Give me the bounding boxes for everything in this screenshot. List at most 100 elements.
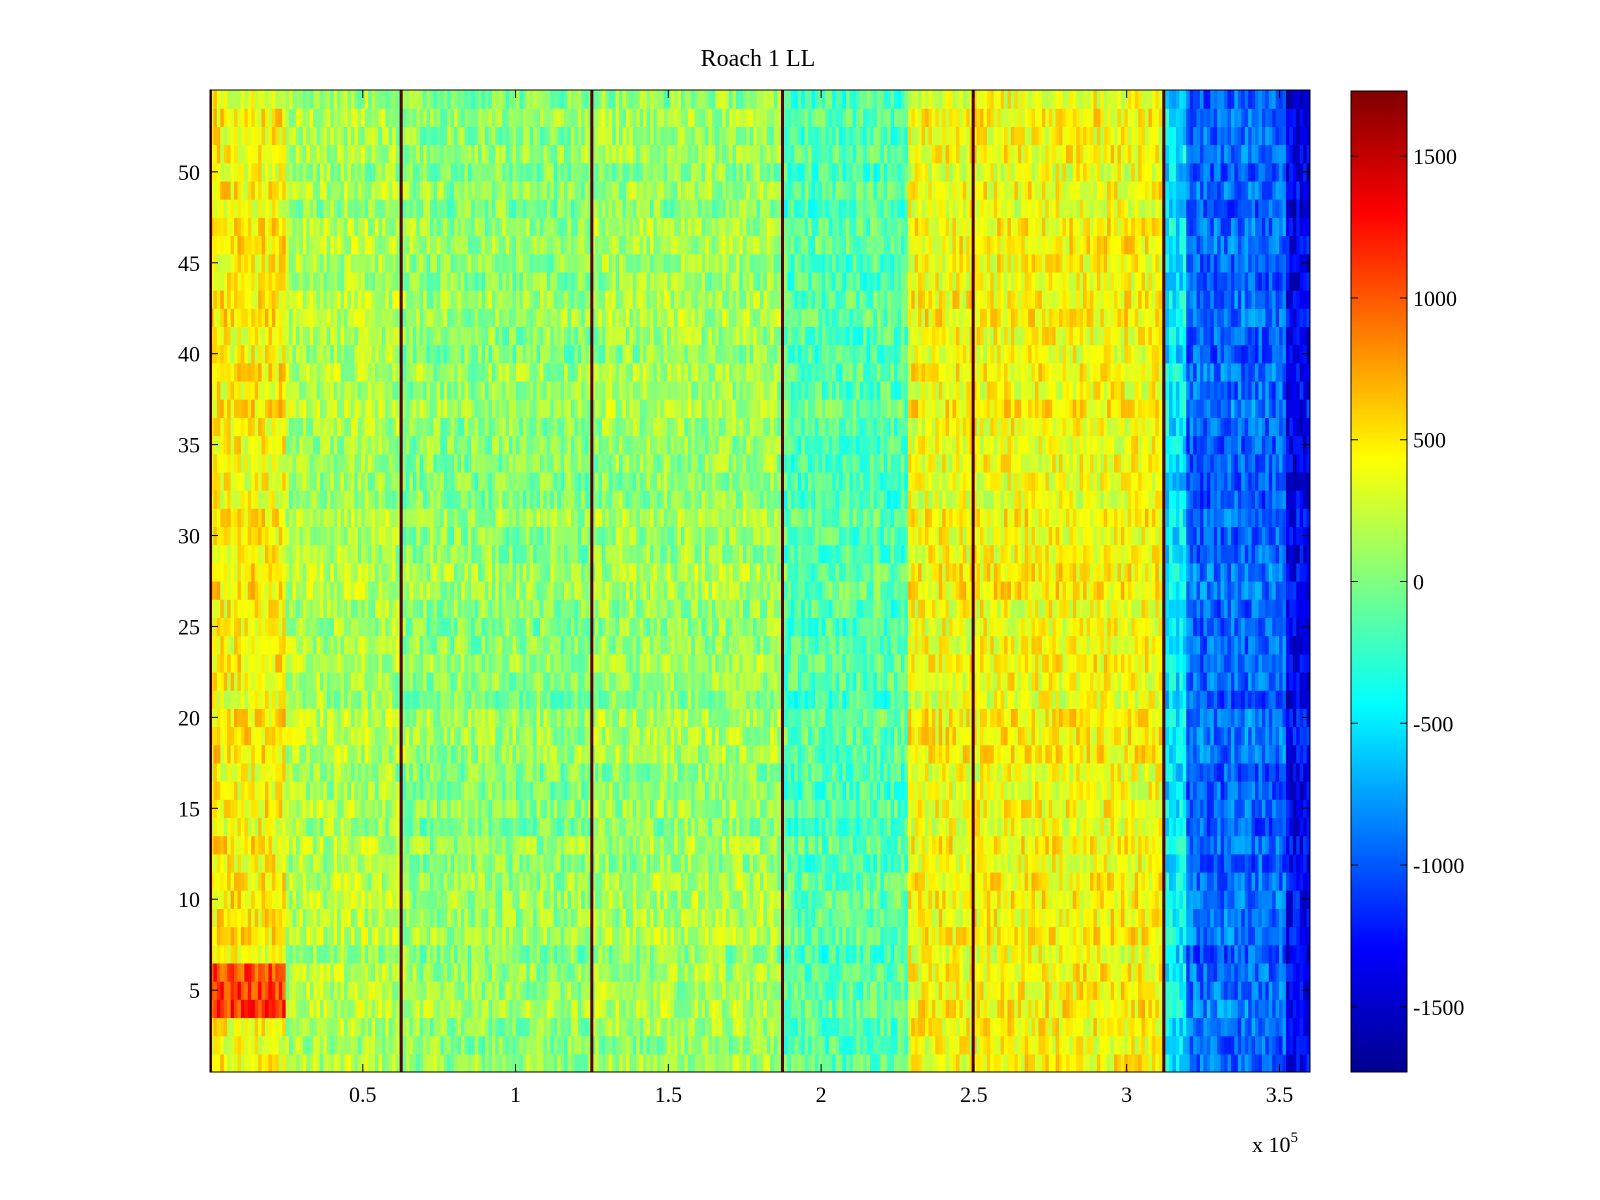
heatmap-cell	[1045, 1017, 1050, 1037]
heatmap-cell	[1010, 926, 1015, 946]
heatmap-cell	[773, 817, 778, 837]
heatmap-cell	[863, 799, 868, 819]
heatmap-cell	[546, 908, 551, 928]
heatmap-cell	[436, 926, 441, 946]
heatmap-cell	[815, 926, 820, 946]
heatmap-cell	[1237, 799, 1242, 819]
heatmap-cell	[1062, 926, 1067, 946]
heatmap-cell	[680, 871, 685, 891]
heatmap-cell	[925, 817, 930, 837]
heatmap-cell	[347, 944, 352, 964]
heatmap-cell	[907, 835, 912, 855]
heatmap-cell	[261, 799, 266, 819]
heatmap-cell	[815, 981, 820, 1000]
heatmap-cell	[708, 871, 713, 891]
heatmap-cell	[629, 817, 634, 837]
heatmap-cell	[1100, 908, 1105, 928]
heatmap-cell	[533, 799, 538, 819]
heatmap-cell	[533, 781, 538, 800]
heatmap-cell	[216, 962, 221, 982]
heatmap-cell	[876, 1035, 881, 1055]
heatmap-cell	[560, 1053, 565, 1072]
heatmap-cell	[344, 1017, 349, 1037]
heatmap-cell	[863, 817, 868, 837]
heatmap-cell	[560, 890, 565, 909]
heatmap-cell	[859, 890, 864, 909]
heatmap-cell	[856, 781, 861, 800]
heatmap-cell	[282, 981, 287, 1000]
heatmap-cell	[1035, 835, 1040, 855]
heatmap-cell	[1220, 926, 1225, 946]
heatmap-cell	[1299, 1035, 1304, 1055]
heatmap-cell	[1275, 981, 1280, 1000]
heatmap-cell	[584, 890, 589, 909]
heatmap-cell	[1255, 853, 1260, 873]
heatmap-cell	[316, 817, 321, 837]
heatmap-cell	[230, 926, 235, 946]
heatmap-cell	[766, 799, 771, 819]
heatmap-cell	[828, 890, 833, 909]
heatmap-cell	[574, 1035, 579, 1055]
heatmap-cell	[540, 981, 545, 1000]
heatmap-cell	[495, 1035, 500, 1055]
heatmap-cell	[1296, 944, 1301, 964]
heatmap-cell	[873, 781, 878, 800]
heatmap-cell	[485, 962, 490, 982]
heatmap-cell	[1255, 944, 1260, 964]
heatmap-cell	[495, 1017, 500, 1037]
heatmap-cell	[632, 1053, 637, 1072]
heatmap-cell	[546, 962, 551, 982]
heatmap-cell	[749, 926, 754, 946]
heatmap-cell	[584, 853, 589, 873]
heatmap-cell	[598, 944, 603, 964]
heatmap-cell	[557, 999, 562, 1019]
heatmap-cell	[330, 890, 335, 909]
heatmap-cell	[567, 1017, 572, 1037]
heatmap-cell	[897, 962, 902, 982]
heatmap-cell	[1282, 926, 1287, 946]
heatmap-cell	[213, 817, 218, 837]
heatmap-cell	[1158, 981, 1163, 1000]
heatmap-cell	[632, 835, 637, 855]
heatmap-cell	[1000, 817, 1005, 837]
heatmap-cell	[749, 871, 754, 891]
heatmap-cell	[952, 871, 957, 891]
heatmap-cell	[1004, 835, 1009, 855]
heatmap-cell	[234, 926, 239, 946]
heatmap-cell	[1193, 890, 1198, 909]
heatmap-cell	[949, 890, 954, 909]
heatmap-cell	[1251, 926, 1256, 946]
heatmap-cell	[890, 1053, 895, 1072]
heatmap-cell	[1110, 908, 1115, 928]
heatmap-cell	[983, 1035, 988, 1055]
heatmap-cell	[419, 1035, 424, 1055]
heatmap-cell	[1272, 835, 1277, 855]
heatmap-cell	[1120, 817, 1125, 837]
heatmap-cell	[962, 962, 967, 982]
heatmap-cell	[1299, 908, 1304, 928]
heatmap-cell	[842, 1035, 847, 1055]
heatmap-cell	[564, 999, 569, 1019]
heatmap-cell	[691, 817, 696, 837]
heatmap-cell	[1041, 944, 1046, 964]
heatmap-cell	[746, 926, 751, 946]
heatmap-cell	[1031, 962, 1036, 982]
heatmap-cell	[1127, 835, 1132, 855]
heatmap-cell	[553, 781, 558, 800]
heatmap-cell	[498, 799, 503, 819]
heatmap-cell	[801, 799, 806, 819]
heatmap-cell	[350, 890, 355, 909]
heatmap-cell	[925, 871, 930, 891]
heatmap-cell	[897, 981, 902, 1000]
heatmap-cell	[1285, 799, 1290, 819]
heatmap-cell	[845, 962, 850, 982]
heatmap-cell	[505, 853, 510, 873]
heatmap-cell	[876, 981, 881, 1000]
heatmap-cell	[890, 853, 895, 873]
heatmap-cell	[1014, 890, 1019, 909]
heatmap-cell	[1175, 981, 1180, 1000]
heatmap-cell	[1103, 890, 1108, 909]
heatmap-cell	[601, 962, 606, 982]
heatmap-cell	[1227, 926, 1232, 946]
heatmap-cell	[1141, 926, 1146, 946]
